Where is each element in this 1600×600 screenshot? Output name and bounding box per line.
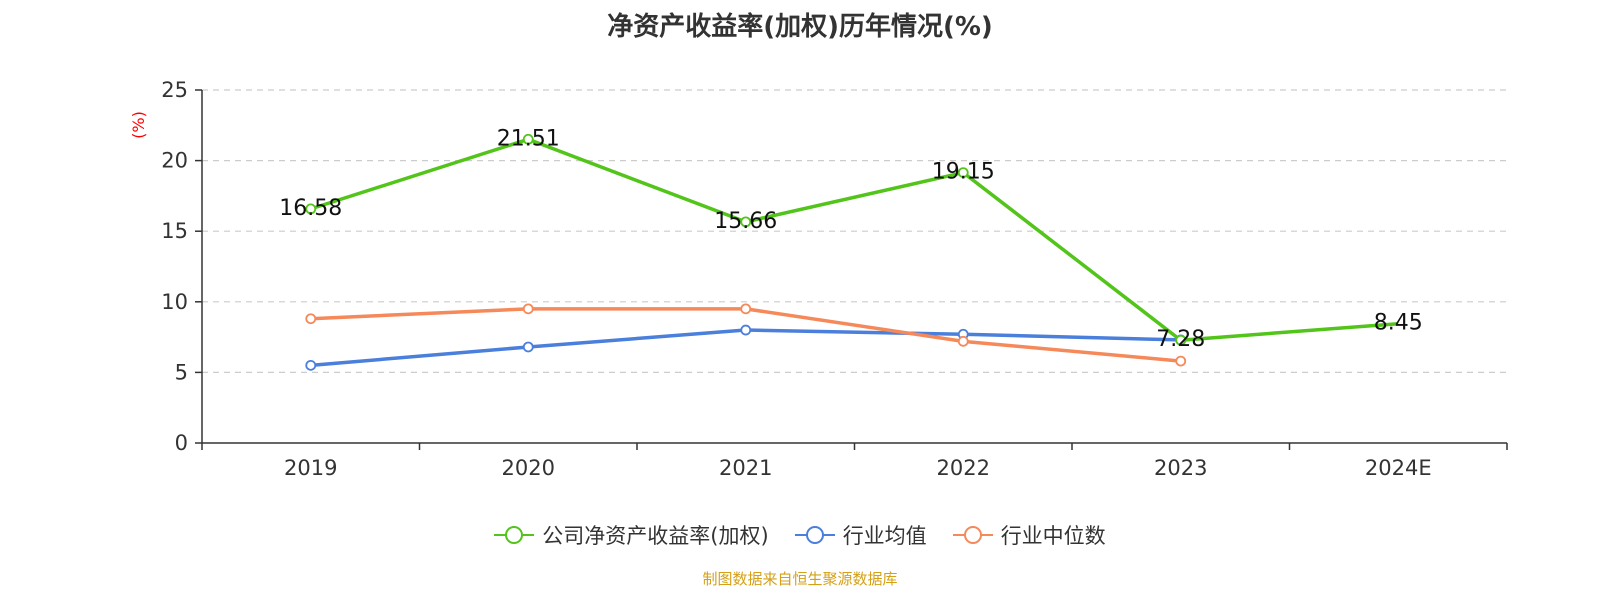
data-point <box>305 313 317 325</box>
data-label: 21.51 <box>497 126 560 151</box>
y-tick-label: 10 <box>161 290 188 314</box>
y-tick-label: 5 <box>175 360 188 384</box>
data-point <box>740 303 752 315</box>
legend-marker-icon <box>794 526 835 544</box>
data-point <box>1175 355 1187 367</box>
legend-label: 行业均值 <box>842 524 927 548</box>
data-point <box>522 341 534 353</box>
x-tick-label: 2024E <box>1365 456 1432 480</box>
legend: 公司净资产收益率(加权) 行业均值 行业中位数 <box>0 520 1600 550</box>
legend-item[interactable]: 行业中位数 <box>952 520 1106 550</box>
legend-label: 公司净资产收益率(加权) <box>542 524 769 548</box>
data-point <box>740 324 752 336</box>
x-tick-label: 2021 <box>719 456 772 480</box>
data-label: 8.45 <box>1374 311 1423 336</box>
y-tick-label: 15 <box>161 219 188 243</box>
legend-item[interactable]: 公司净资产收益率(加权) <box>494 520 769 550</box>
axes: 0 5 10 15 20 25 (%) 2019 2020 2021 2022 2023 2024E <box>129 78 1508 480</box>
data-point <box>1175 334 1187 346</box>
legend-item[interactable]: 行业均值 <box>794 520 927 550</box>
series-lines <box>305 133 1399 371</box>
legend-marker-icon <box>494 526 535 544</box>
legend-label: 行业中位数 <box>1000 524 1106 548</box>
y-tick-label: 0 <box>175 431 188 455</box>
line-chart: 0 5 10 15 20 25 (%) 2019 2020 2021 2022 2023 2024E 1… <box>129 78 1508 480</box>
data-point <box>305 203 317 215</box>
x-tick-label: 2020 <box>502 456 555 480</box>
grid-lines <box>202 89 1507 373</box>
x-tick-label: 2019 <box>284 456 337 480</box>
series-line <box>310 137 1399 342</box>
y-axis-label: (%) <box>129 111 148 139</box>
data-point <box>740 216 752 228</box>
data-label: 15.66 <box>714 209 777 234</box>
x-tick-label: 2022 <box>937 456 990 480</box>
data-label: 19.15 <box>932 160 995 185</box>
data-labels: 16.58 21.51 15.66 19.15 7.28 8.45 <box>279 126 1422 352</box>
data-point <box>522 303 534 315</box>
data-point <box>957 335 969 347</box>
y-tick-label: 20 <box>161 149 188 173</box>
y-tick-label: 25 <box>161 78 188 102</box>
data-point <box>522 133 534 145</box>
data-label: 7.28 <box>1156 327 1205 352</box>
chart-title: 净资产收益率(加权)历年情况(%) <box>607 12 993 42</box>
data-label: 16.58 <box>279 196 342 221</box>
data-point <box>957 167 969 179</box>
source-note: 制图数据来自恒生聚源数据库 <box>702 570 898 588</box>
x-tick-label: 2023 <box>1154 456 1207 480</box>
legend-marker-icon <box>952 526 993 544</box>
data-point <box>305 359 317 371</box>
